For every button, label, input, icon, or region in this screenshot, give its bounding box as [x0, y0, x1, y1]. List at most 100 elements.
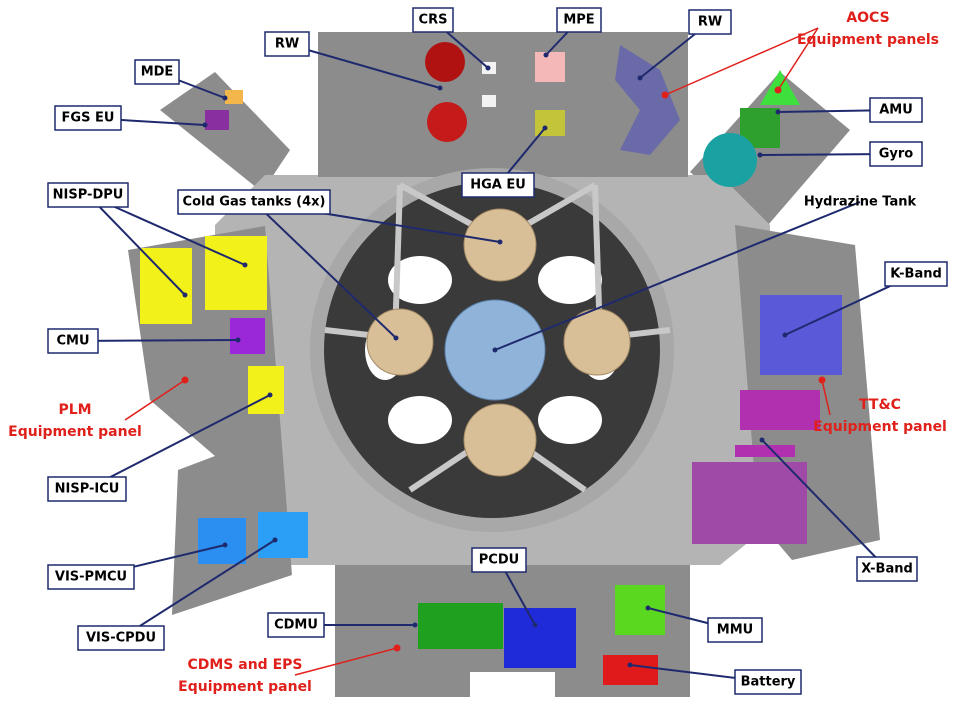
- label-box: [461, 172, 535, 198]
- leader-end: [272, 537, 278, 543]
- panel-leader: [664, 27, 819, 96]
- leader-line: [87, 194, 186, 296]
- leader-end: [485, 65, 491, 71]
- cdmu-unit: [418, 603, 503, 649]
- pcdu-unit: [504, 608, 576, 668]
- mde-unit: [225, 90, 243, 104]
- leader-end: [637, 75, 643, 81]
- hga-unit: [535, 110, 565, 136]
- leader-end: [775, 109, 781, 115]
- fgs-unit: [205, 110, 229, 130]
- leader-line: [120, 539, 276, 639]
- label-box: [471, 547, 527, 573]
- label-box: [707, 617, 763, 643]
- battery-unit: [603, 655, 658, 685]
- mpe-unit: [535, 52, 565, 82]
- panel-dot: [393, 644, 401, 652]
- tank: [463, 208, 537, 282]
- panel-label: AOCS: [846, 10, 889, 26]
- rw-wheel: [427, 102, 467, 142]
- crs-unit: [482, 95, 496, 107]
- label-box: [54, 105, 122, 131]
- label: K-Band: [890, 267, 942, 282]
- panel-dot: [661, 91, 669, 99]
- cmu-unit: [230, 318, 265, 354]
- nisp-icu: [248, 366, 284, 414]
- hole: [538, 396, 602, 444]
- label: CMU: [56, 334, 89, 349]
- leader-end: [782, 332, 788, 338]
- label: Cold Gas tanks (4x): [183, 195, 326, 210]
- vis-pmcu: [198, 518, 246, 564]
- hole: [388, 256, 452, 304]
- leader-end: [222, 95, 228, 101]
- label: CRS: [419, 13, 448, 28]
- panel-label: TT&C: [859, 397, 901, 413]
- panel-label: Equipment panels: [797, 32, 939, 48]
- vis-cpdu: [258, 512, 308, 558]
- label: NISP-ICU: [55, 482, 120, 497]
- label-box: [267, 612, 325, 638]
- label-box: [884, 261, 948, 287]
- hole: [538, 256, 602, 304]
- label: CDMU: [274, 618, 318, 633]
- ttc-box: [692, 462, 807, 544]
- label-box: [869, 141, 923, 167]
- leader-end: [202, 122, 208, 128]
- leader-end: [182, 292, 188, 298]
- label: Gyro: [879, 147, 914, 162]
- panel-leader: [294, 647, 398, 676]
- leader-end: [393, 335, 399, 341]
- label-box: [134, 59, 180, 85]
- panel-leader: [124, 379, 186, 421]
- leader-line: [253, 201, 397, 339]
- label: AMU: [879, 103, 913, 118]
- label-box: [856, 556, 918, 582]
- label-box: [47, 328, 99, 354]
- label: Battery: [741, 675, 796, 690]
- k-band: [760, 295, 842, 375]
- spacecraft: [128, 32, 880, 702]
- x-band: [735, 445, 795, 457]
- leader-line: [286, 43, 441, 89]
- leader-end: [235, 337, 241, 343]
- panel-label: CDMS and EPS: [187, 657, 302, 673]
- label-box: [869, 97, 923, 123]
- panel-dot: [181, 376, 189, 384]
- panel-label: Equipment panel: [813, 419, 947, 435]
- label-box: [177, 189, 331, 215]
- panel-dot: [818, 376, 826, 384]
- panel-dot: [774, 86, 782, 94]
- leader-end: [759, 437, 765, 443]
- label-box: [734, 669, 802, 695]
- label: VIS-CPDU: [86, 631, 156, 646]
- leader-line: [86, 394, 271, 490]
- label-box: [47, 476, 127, 502]
- label-box: [556, 7, 602, 33]
- leader-line: [72, 339, 239, 342]
- rw-assembly: [615, 45, 680, 155]
- labels: RW CRS MPE RW MDE FGS EU AMU Gyro HGA EU Cold Gas…: [8, 7, 948, 695]
- label-box: [412, 7, 454, 33]
- notch: [470, 672, 555, 702]
- label-box: [688, 9, 732, 35]
- label-box: [47, 182, 129, 208]
- label: MMU: [717, 623, 753, 638]
- label: MPE: [563, 13, 594, 28]
- panel-label: Equipment panel: [178, 679, 312, 695]
- label: RW: [275, 37, 299, 52]
- label: FGS EU: [62, 111, 115, 126]
- leader-end: [542, 125, 548, 131]
- leader-end: [412, 622, 418, 628]
- label: X-Band: [861, 562, 913, 577]
- leader-line: [494, 201, 861, 351]
- leader-end: [222, 542, 228, 548]
- leader-end: [543, 52, 549, 58]
- leader-line: [761, 439, 888, 570]
- leader-end: [497, 239, 503, 245]
- label: RW: [698, 15, 722, 30]
- nisp-dpu: [140, 248, 192, 324]
- nisp-dpu: [205, 236, 267, 310]
- panel-label: PLM: [58, 402, 91, 418]
